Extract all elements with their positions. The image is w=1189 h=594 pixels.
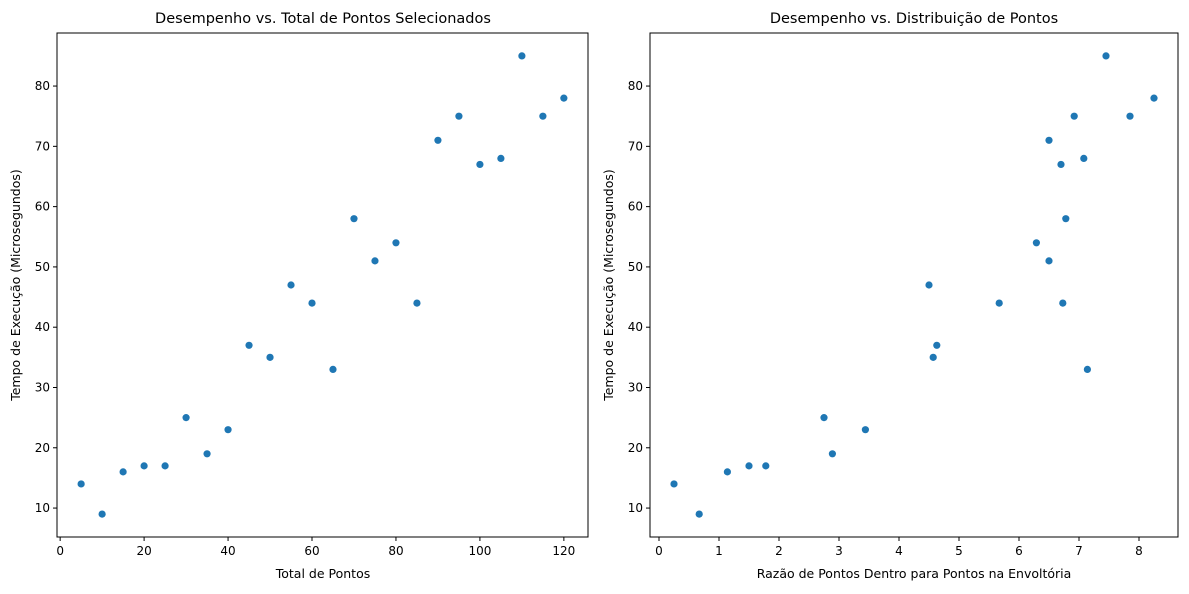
scatter-point bbox=[245, 341, 253, 349]
scatter-point bbox=[1059, 299, 1067, 307]
scatter-point bbox=[1062, 215, 1070, 223]
x-axis-label: Total de Pontos bbox=[275, 566, 371, 581]
scatter-point bbox=[1032, 239, 1040, 247]
scatter-point bbox=[1102, 52, 1110, 60]
x-tick-label: 6 bbox=[1015, 544, 1023, 558]
scatter-point bbox=[1057, 160, 1065, 169]
x-tick-label: 4 bbox=[895, 544, 903, 558]
scatter-point bbox=[308, 299, 316, 307]
x-tick-label: 40 bbox=[220, 544, 235, 558]
scatter-point bbox=[224, 426, 232, 434]
scatter-point bbox=[287, 281, 295, 289]
x-tick-label: 3 bbox=[835, 544, 843, 558]
scatter-point bbox=[560, 94, 568, 102]
scatter-point bbox=[161, 462, 169, 470]
scatter-point bbox=[762, 462, 770, 470]
right-plot-area: 0 1 2 3 4 5 6 7 8 10 20 30 40 50 60 70 80 bbox=[628, 32, 1179, 558]
x-tick-label: 0 bbox=[56, 544, 64, 558]
scatter-point bbox=[670, 480, 678, 488]
scatter-point bbox=[455, 112, 463, 120]
y-tick-label: 10 bbox=[35, 501, 50, 515]
chart-title: Desempenho vs. Total de Pontos Seleciona… bbox=[155, 11, 491, 27]
plot-frame bbox=[649, 32, 1179, 538]
x-tick-label: 8 bbox=[1135, 544, 1143, 558]
right-chart: Desempenho vs. Distribuição de Pontos 0 1… bbox=[601, 11, 1179, 581]
scatter-point bbox=[1083, 365, 1091, 373]
scatter-point bbox=[929, 353, 937, 361]
scatter-point bbox=[371, 257, 379, 265]
scatter-point bbox=[1045, 257, 1053, 265]
y-tick-label: 20 bbox=[35, 441, 50, 455]
x-tick-label: 80 bbox=[388, 544, 403, 558]
y-tick-label: 40 bbox=[628, 320, 643, 334]
y-tick-label: 80 bbox=[628, 79, 643, 93]
y-tick-label: 80 bbox=[35, 79, 50, 93]
x-tick-label: 20 bbox=[136, 544, 151, 558]
scatter-point bbox=[695, 510, 703, 518]
scatter-point bbox=[828, 450, 837, 458]
y-tick-label: 50 bbox=[35, 260, 50, 274]
scatter-point bbox=[98, 510, 106, 518]
scatter-point bbox=[995, 299, 1003, 307]
left-plot-area: 0 20 40 60 80 100 120 10 20 30 40 50 60 70 80 bbox=[35, 32, 589, 558]
y-tick-label: 60 bbox=[35, 200, 50, 214]
left-chart: Desempenho vs. Total de Pontos Seleciona… bbox=[8, 11, 589, 581]
plot-frame bbox=[56, 32, 589, 538]
scatter-point bbox=[434, 136, 442, 144]
x-tick-label: 100 bbox=[468, 544, 491, 558]
scatter-point bbox=[182, 414, 190, 422]
y-tick-label: 70 bbox=[628, 139, 643, 153]
y-tick-label: 10 bbox=[628, 501, 643, 515]
y-axis-label: Tempo de Execução (Microsegundos) bbox=[601, 169, 616, 402]
scatter-point bbox=[476, 160, 484, 169]
x-tick-label: 5 bbox=[955, 544, 963, 558]
scatter-point bbox=[203, 450, 211, 458]
scatter-point bbox=[140, 462, 148, 470]
chart-title: Desempenho vs. Distribuição de Pontos bbox=[770, 11, 1058, 27]
scatter-point bbox=[266, 353, 274, 361]
scatter-point bbox=[745, 462, 753, 470]
scatter-point bbox=[1150, 94, 1158, 102]
scatter-point bbox=[1126, 112, 1134, 120]
x-axis-label: Razão de Pontos Dentro para Pontos na En… bbox=[757, 566, 1072, 581]
y-axis-label: Tempo de Execução (Microsegundos) bbox=[8, 169, 23, 402]
y-tick-label: 20 bbox=[628, 441, 643, 455]
y-tick-label: 30 bbox=[628, 380, 643, 394]
scatter-point bbox=[392, 239, 400, 247]
scatter-point bbox=[925, 281, 933, 289]
scatter-point bbox=[723, 468, 732, 476]
scatter-point bbox=[518, 52, 526, 60]
scatter-point bbox=[539, 112, 547, 120]
x-tick-label: 120 bbox=[552, 544, 575, 558]
scatter-point bbox=[820, 414, 828, 422]
scatter-point bbox=[1045, 136, 1053, 144]
scatter-point bbox=[497, 154, 505, 162]
x-tick-label: 7 bbox=[1075, 544, 1083, 558]
y-tick-label: 50 bbox=[628, 260, 643, 274]
scatter-point bbox=[861, 426, 870, 434]
x-tick-label: 2 bbox=[775, 544, 783, 558]
scatter-point bbox=[119, 468, 127, 476]
scatter-point bbox=[1070, 112, 1078, 120]
y-tick-label: 40 bbox=[35, 320, 50, 334]
scatter-point bbox=[1080, 154, 1088, 162]
y-tick-label: 60 bbox=[628, 200, 643, 214]
scatter-point bbox=[77, 480, 85, 488]
scatter-point bbox=[350, 215, 358, 223]
scatter-point bbox=[329, 365, 337, 373]
y-tick-label: 70 bbox=[35, 139, 50, 153]
x-tick-label: 60 bbox=[304, 544, 319, 558]
x-tick-label: 0 bbox=[655, 544, 663, 558]
y-tick-label: 30 bbox=[35, 380, 50, 394]
scatter-point bbox=[413, 299, 421, 307]
scatter-point bbox=[933, 341, 941, 349]
x-tick-label: 1 bbox=[715, 544, 723, 558]
